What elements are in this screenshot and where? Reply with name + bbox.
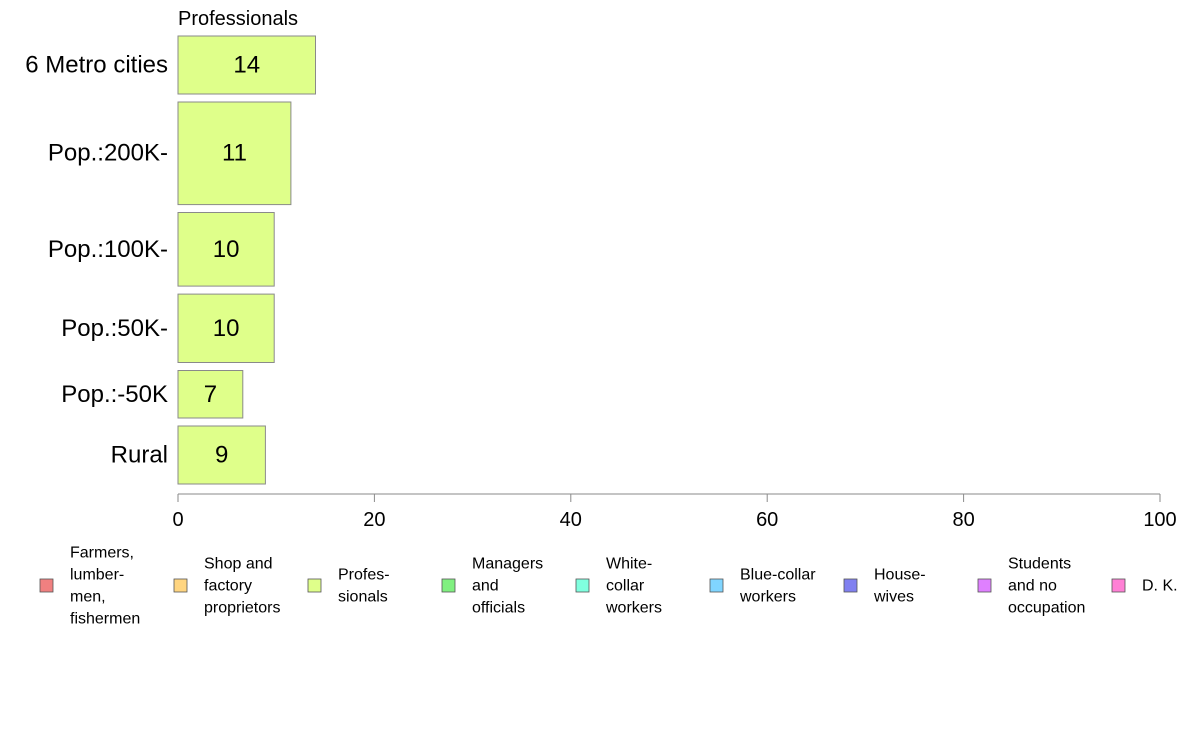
- bar-value-label: 14: [233, 52, 260, 79]
- category-label: Pop.:200K-: [48, 140, 168, 167]
- chart-title: Professionals: [178, 8, 298, 30]
- legend-swatch: [843, 578, 858, 593]
- legend-swatch: [173, 578, 188, 593]
- legend-swatch: [307, 578, 322, 593]
- x-tick-label: 80: [952, 509, 974, 531]
- legend-label: White-collar workers: [605, 556, 662, 617]
- bar: [177, 35, 316, 95]
- bar: [177, 293, 275, 364]
- bar-value-label: 9: [215, 442, 228, 469]
- legend-label: House-wives: [873, 567, 926, 606]
- legend-label: Farmers, lumber-men, fishermen: [70, 545, 140, 628]
- legend-swatch: [709, 578, 724, 593]
- legend-swatch: [441, 578, 456, 593]
- legend-label: Blue-collar workers: [739, 567, 816, 606]
- bar-group: 14 6 Metro cities 11 Pop.:200K- 10 Pop.:100K-…: [25, 35, 316, 485]
- legend-label: Managers and officials: [472, 556, 543, 617]
- legend-label: Shop and factory proprietors: [204, 556, 280, 617]
- bar: [177, 101, 292, 206]
- x-tick-label: 100: [1143, 509, 1176, 531]
- category-label: Pop.:-50K: [61, 381, 168, 408]
- bar-value-label: 7: [204, 381, 217, 408]
- bar: [177, 425, 266, 485]
- bar-value-label: 11: [222, 140, 247, 167]
- legend: Farmers, lumber-men, fishermen Shop and fact…: [39, 545, 1178, 628]
- x-tick-label: 20: [363, 509, 385, 531]
- legend-label: Profes-sionals: [338, 567, 390, 606]
- category-label: 6 Metro cities: [25, 52, 168, 79]
- x-tick-label: 60: [756, 509, 778, 531]
- category-label: Rural: [111, 442, 168, 469]
- x-tick-label: 0: [172, 509, 183, 531]
- legend-label: D. K.: [1142, 578, 1178, 595]
- bar: [177, 212, 275, 287]
- legend-swatch: [1111, 578, 1126, 593]
- bar: [177, 370, 244, 419]
- legend-swatch: [977, 578, 992, 593]
- category-label: Pop.:50K-: [61, 315, 168, 342]
- legend-label: Students and no occupation: [1008, 556, 1085, 617]
- category-label: Pop.:100K-: [48, 236, 168, 263]
- bar-value-label: 10: [213, 236, 240, 263]
- legend-swatch: [575, 578, 590, 593]
- x-axis: 0 20 40 60 80 100: [172, 493, 1177, 531]
- legend-swatch: [39, 578, 54, 593]
- bar-value-label: 10: [213, 315, 240, 342]
- x-tick-label: 40: [560, 509, 582, 531]
